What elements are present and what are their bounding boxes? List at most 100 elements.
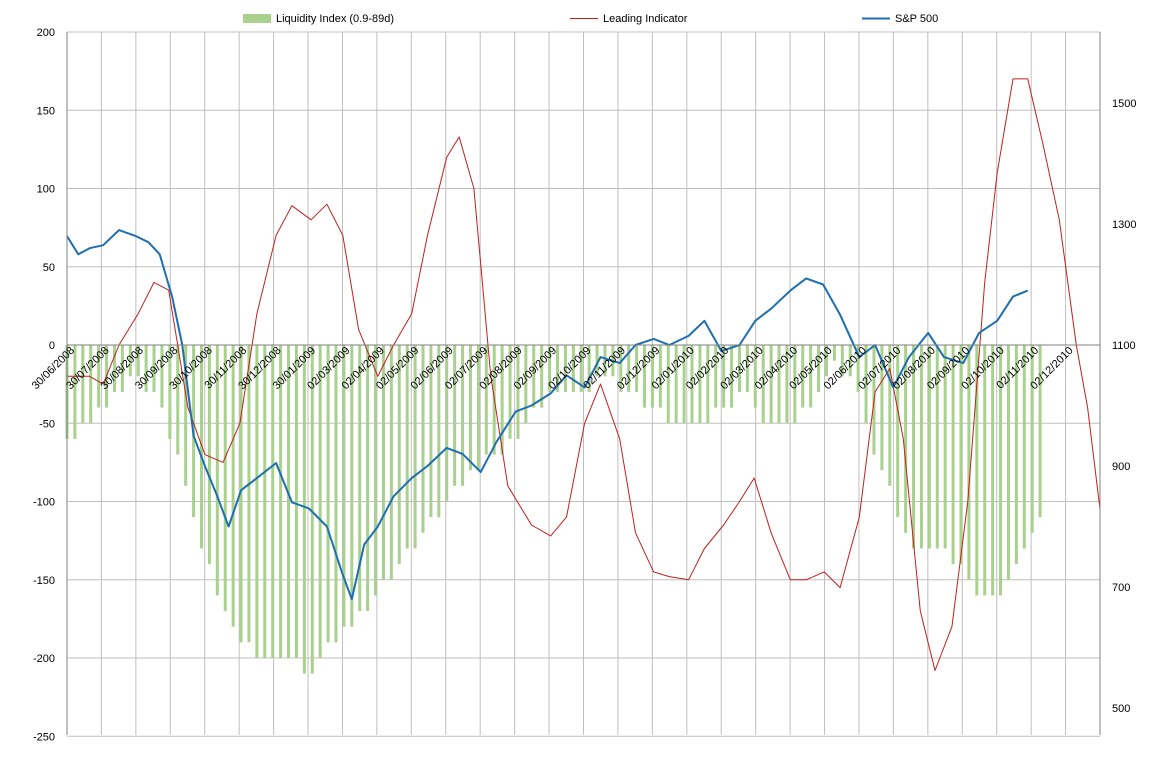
liquidity-bar bbox=[650, 345, 654, 408]
liquidity-bar bbox=[737, 345, 741, 392]
line-series bbox=[66, 78, 1101, 671]
liquidity-bar bbox=[334, 345, 338, 643]
liquidity-bar bbox=[722, 345, 726, 408]
y-left-tick-label: -200 bbox=[33, 653, 55, 665]
liquidity-bar bbox=[168, 345, 172, 439]
liquidity-bars bbox=[65, 345, 1042, 674]
liquidity-bar bbox=[761, 345, 765, 424]
liquidity-bar bbox=[983, 345, 987, 596]
liquidity-bar bbox=[374, 345, 378, 596]
y-left-tick-label: 150 bbox=[37, 105, 55, 117]
liquidity-bar bbox=[927, 345, 931, 549]
liquidity-bar bbox=[1038, 345, 1042, 518]
y-right-tick-label: 700 bbox=[1112, 582, 1130, 594]
liquidity-bar bbox=[144, 345, 148, 392]
y-left-tick-label: -150 bbox=[33, 575, 55, 587]
liquidity-bar bbox=[532, 345, 536, 408]
liquidity-bar bbox=[239, 345, 243, 643]
liquidity-bar bbox=[437, 345, 441, 518]
y-right-tick-label: 500 bbox=[1112, 703, 1130, 715]
liquidity-bar bbox=[112, 345, 116, 392]
legend-label: Leading Indicator bbox=[603, 13, 688, 25]
liquidity-bar bbox=[310, 345, 314, 674]
liquidity-bar bbox=[381, 345, 385, 580]
liquidity-bar bbox=[548, 345, 552, 392]
liquidity-bar bbox=[1014, 345, 1018, 565]
liquidity-bar bbox=[508, 345, 512, 439]
legend-label: Liquidity Index (0.9-89d) bbox=[276, 13, 394, 25]
liquidity-bar bbox=[730, 345, 734, 408]
liquidity-bar bbox=[461, 345, 465, 486]
liquidity-bar bbox=[801, 345, 805, 408]
liquidity-bar bbox=[769, 345, 773, 424]
liquidity-bar bbox=[89, 345, 93, 424]
liquidity-bar bbox=[777, 345, 781, 424]
liquidity-bar bbox=[666, 345, 670, 424]
liquidity-bar bbox=[231, 345, 235, 627]
y-left-tick-label: 0 bbox=[49, 340, 55, 352]
legend-swatch-liquidity bbox=[243, 14, 271, 23]
liquidity-bar bbox=[97, 345, 101, 408]
y-left-tick-label: -50 bbox=[39, 418, 55, 430]
liquidity-bar bbox=[476, 345, 480, 471]
liquidity-bar bbox=[919, 345, 923, 549]
liquidity-bar bbox=[176, 345, 180, 455]
liquidity-bar bbox=[856, 345, 860, 392]
liquidity-bar bbox=[484, 345, 488, 455]
liquidity-bar bbox=[413, 345, 417, 549]
liquidity-bar bbox=[809, 345, 813, 408]
liquidity-bar bbox=[991, 345, 995, 596]
liquidity-bar bbox=[824, 345, 828, 377]
y-left-tick-label: 100 bbox=[37, 184, 55, 196]
liquidity-bar bbox=[785, 345, 789, 424]
liquidity-bar bbox=[318, 345, 322, 658]
liquidity-bar bbox=[658, 345, 662, 408]
liquidity-bar bbox=[571, 345, 575, 392]
liquidity-bar bbox=[397, 345, 401, 565]
liquidity-bar bbox=[745, 345, 749, 392]
liquidity-bar bbox=[500, 345, 504, 455]
liquidity-bar bbox=[326, 345, 330, 643]
liquidity-bar bbox=[999, 345, 1003, 596]
liquidity-bar bbox=[793, 345, 797, 424]
liquidity-bar bbox=[595, 345, 599, 377]
liquidity-bar bbox=[943, 345, 947, 549]
liquidity-bar bbox=[152, 345, 156, 392]
liquidity-bar bbox=[524, 345, 528, 424]
liquidity-bar bbox=[563, 345, 567, 392]
liquidity-bar bbox=[967, 345, 971, 580]
liquidity-bar bbox=[366, 345, 370, 612]
y-right-tick-label: 1500 bbox=[1112, 98, 1136, 110]
liquidity-bar bbox=[184, 345, 188, 486]
liquidity-bar bbox=[81, 345, 85, 424]
liquidity-bar bbox=[817, 345, 821, 392]
liquidity-bar bbox=[350, 345, 354, 627]
liquidity-bar bbox=[832, 345, 836, 361]
liquidity-bar bbox=[619, 345, 623, 392]
liquidity-bar bbox=[279, 345, 283, 658]
liquidity-bar bbox=[255, 345, 259, 658]
liquidity-bar bbox=[912, 345, 916, 549]
liquidity-bar bbox=[635, 345, 639, 392]
y-right-tick-label: 900 bbox=[1112, 461, 1130, 473]
liquidity-bar bbox=[1006, 345, 1010, 580]
y-left-tick-label: -100 bbox=[33, 497, 55, 509]
legend: Liquidity Index (0.9-89d) Leading Indicat… bbox=[243, 13, 938, 25]
liquidity-bar bbox=[556, 345, 560, 392]
liquidity-bar bbox=[247, 345, 251, 643]
liquidity-bar bbox=[698, 345, 702, 424]
liquidity-bar bbox=[287, 345, 291, 658]
liquidity-bar bbox=[128, 345, 132, 377]
liquidity-bar bbox=[690, 345, 694, 424]
liquidity-bar bbox=[959, 345, 963, 565]
y-left-tick-label: -250 bbox=[33, 731, 55, 743]
liquidity-bar bbox=[714, 345, 718, 408]
y-left-tick-label: 50 bbox=[43, 262, 55, 274]
y-right-tick-label: 1100 bbox=[1112, 340, 1136, 352]
liquidity-bar bbox=[540, 345, 544, 408]
liquidity-bar bbox=[294, 345, 298, 658]
liquidity-bar bbox=[421, 345, 425, 533]
liquidity-bar bbox=[1030, 345, 1034, 533]
